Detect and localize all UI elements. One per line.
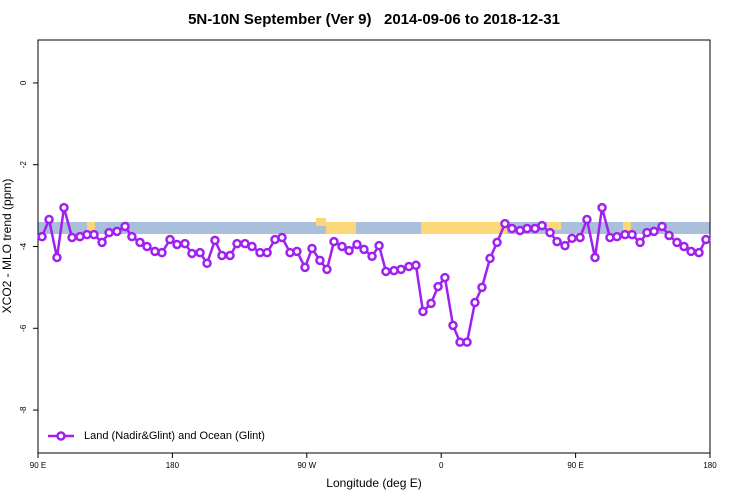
point: [262, 247, 272, 258]
y-axis-label: XCO2 - MLO trend (ppm): [0, 179, 14, 314]
point: [575, 232, 585, 243]
y-tick-label: -8: [19, 406, 28, 414]
point: [597, 202, 607, 213]
point: [247, 241, 257, 252]
point: [44, 214, 54, 225]
point: [120, 221, 130, 232]
point: [657, 221, 667, 232]
point: [411, 260, 421, 271]
point: [672, 237, 682, 248]
point: [322, 264, 332, 275]
point: [507, 223, 517, 234]
point: [337, 241, 347, 252]
point: [590, 252, 600, 263]
point: [300, 262, 310, 273]
point: [664, 230, 674, 241]
point: [315, 255, 325, 266]
point: [127, 231, 137, 242]
x-tick-label: 0: [439, 461, 444, 470]
point: [67, 232, 77, 243]
y-tick-label: -2: [19, 161, 28, 169]
point: [37, 231, 47, 242]
point: [694, 247, 704, 258]
point: [165, 234, 175, 245]
point: [612, 231, 622, 242]
point: [89, 229, 99, 240]
point: [582, 214, 592, 225]
point: [52, 252, 62, 263]
point: [470, 297, 480, 308]
x-tick-label: 90 E: [30, 461, 46, 470]
point: [462, 337, 472, 347]
land-strip: [316, 218, 326, 226]
point: [433, 281, 443, 292]
point: [104, 227, 114, 238]
point: [485, 253, 495, 264]
land-strip: [623, 222, 631, 234]
point: [135, 237, 145, 248]
point: [367, 251, 377, 262]
point: [195, 247, 205, 258]
point: [560, 240, 570, 251]
point: [545, 227, 555, 238]
point: [635, 237, 645, 248]
point: [522, 223, 532, 234]
y-tick-label: 0: [19, 80, 28, 85]
point: [180, 238, 190, 249]
point: [567, 233, 577, 244]
point: [552, 236, 562, 247]
x-tick-label: 180: [166, 461, 180, 470]
point: [292, 246, 302, 257]
y-tick-label: -6: [19, 324, 28, 332]
y-tick-label: -4: [19, 242, 28, 250]
point: [225, 250, 235, 261]
point: [448, 320, 458, 331]
point: [396, 264, 406, 275]
point: [97, 237, 107, 248]
point: [232, 238, 242, 249]
point: [172, 239, 182, 250]
x-tick-label: 90 E: [567, 461, 583, 470]
legend-label: Land (Nadir&Glint) and Ocean (Glint): [84, 430, 265, 442]
legend-marker: [56, 431, 66, 441]
point: [217, 250, 227, 261]
land-strip: [87, 222, 95, 234]
point: [627, 229, 637, 240]
point: [344, 245, 354, 256]
point: [477, 282, 487, 293]
point: [374, 240, 384, 251]
point: [440, 272, 450, 283]
chart-title: 5N-10N September (Ver 9) 2014-09-06 to 2…: [188, 11, 560, 28]
land-strip: [547, 222, 561, 230]
point: [277, 232, 287, 243]
x-tick-label: 180: [703, 461, 717, 470]
point: [187, 248, 197, 259]
point: [649, 226, 659, 237]
x-axis-label: Longitude (deg E): [326, 476, 421, 490]
land-strip: [326, 222, 356, 234]
point: [329, 236, 339, 247]
point: [686, 246, 696, 257]
point: [112, 226, 122, 237]
point: [307, 243, 317, 254]
point: [352, 239, 362, 250]
point: [202, 258, 212, 269]
point: [537, 220, 547, 231]
point: [492, 237, 502, 248]
point: [210, 235, 220, 246]
x-tick-label: 90 W: [297, 461, 316, 470]
point: [157, 247, 167, 258]
point: [142, 241, 152, 252]
point: [59, 202, 69, 213]
point: [701, 234, 711, 245]
point: [418, 306, 428, 317]
point: [426, 298, 436, 309]
point: [381, 266, 391, 277]
land-strip: [421, 222, 507, 234]
point: [500, 218, 510, 229]
point: [679, 241, 689, 252]
point: [359, 244, 369, 255]
